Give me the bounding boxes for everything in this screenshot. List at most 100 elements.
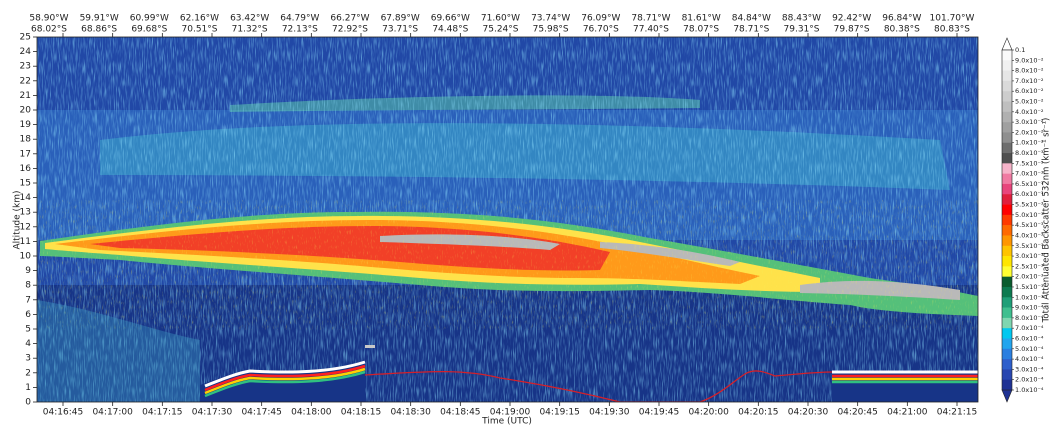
y-tick-label: 5 — [25, 325, 31, 335]
colorbar-tick-label: 1.0x10⁻³ — [1015, 293, 1044, 301]
colorbar-tick-label: 9.0x10⁻⁴ — [1015, 304, 1044, 312]
colorbar-segment — [1002, 163, 1012, 174]
colorbar-tick-label: 2.0x10⁻⁴ — [1015, 376, 1044, 384]
colorbar-segment — [1002, 245, 1012, 257]
colorbar-tick-label: 6.0x10⁻² — [1015, 87, 1044, 95]
x-tick-label: 04:18:30 — [390, 408, 431, 418]
y-tick-label: 13 — [20, 208, 31, 218]
y-tick-label: 10 — [20, 252, 32, 262]
top-lat-label: 72.13°S — [282, 25, 318, 35]
y-tick-label: 7 — [25, 295, 31, 305]
colorbar-top-arrow — [1001, 37, 1013, 51]
x-tick-label: 04:20:15 — [738, 408, 778, 418]
colorbar-tick-label: 5.0x10⁻² — [1015, 98, 1044, 106]
colorbar-segment — [1002, 369, 1012, 380]
y-tick-label: 14 — [20, 193, 32, 203]
colorbar-tick-label: 2.0x10⁻² — [1015, 128, 1044, 136]
backscatter-field — [37, 37, 978, 402]
colorbar-segment — [1002, 338, 1012, 350]
y-tick-label: 11 — [20, 237, 31, 247]
x-tick-label: 04:19:00 — [490, 408, 531, 418]
colorbar-tick-label: 7.0x10⁻² — [1015, 77, 1044, 85]
colorbar-tick-label: 4.0x10⁻² — [1015, 108, 1044, 116]
top-lat-label: 80.38°S — [884, 25, 920, 35]
colorbar-tick-label: 3.5x10⁻³ — [1015, 242, 1044, 250]
top-lon-label: 92.42°W — [832, 14, 871, 24]
colorbar-label: Total Attenuated Backscatter 532nm (km⁻¹… — [1042, 118, 1052, 324]
x-tick-label: 04:21:00 — [887, 408, 928, 418]
colorbar-tick-label: 2.5x10⁻³ — [1015, 262, 1044, 270]
colorbar-segment — [1002, 142, 1012, 154]
y-tick-label: 24 — [20, 47, 32, 57]
top-lon-label: 60.99°W — [130, 14, 169, 24]
colorbar-segment — [1002, 225, 1012, 236]
top-lat-label: 69.68°S — [131, 25, 167, 35]
colorbar-segment — [1002, 297, 1012, 308]
colorbar-segment — [1002, 111, 1012, 123]
colorbar-tick-label: 8.0x10⁻² — [1015, 67, 1044, 75]
y-tick-label: 8 — [25, 281, 31, 291]
colorbar-frame — [1001, 49, 1013, 391]
colorbar-tick-label: 8.0x10⁻³ — [1015, 149, 1044, 157]
x-tick-label: 04:21:15 — [937, 408, 977, 418]
x-tick-label: 04:20:00 — [688, 408, 729, 418]
y-axis-label: Altitude (km) — [13, 190, 23, 249]
colorbar-tick-label: 6.5x10⁻³ — [1015, 180, 1044, 188]
top-lon-label: 88.43°W — [782, 14, 821, 24]
colorbar-segment — [1002, 132, 1012, 144]
y-tick-label: 2 — [25, 368, 31, 378]
colorbar-segment — [1002, 101, 1012, 113]
x-tick-label: 04:17:45 — [241, 408, 281, 418]
y-tick-label: 17 — [20, 149, 31, 159]
top-lat-label: 71.32°S — [232, 25, 268, 35]
y-tick-label: 21 — [20, 91, 31, 101]
top-lon-label: 76.09°W — [581, 14, 620, 24]
top-lat-label: 74.48°S — [432, 25, 468, 35]
top-lon-label: 78.71°W — [631, 14, 670, 24]
top-lat-label: 73.71°S — [382, 25, 418, 35]
colorbar: 0.1 9.0x10⁻² 8.0x10⁻² 7.0x10⁻² 6.0x10⁻² 5.0x1… — [1001, 37, 1044, 403]
colorbar-tick-label: 7.5x10⁻³ — [1015, 159, 1044, 167]
y-tick-label: 18 — [20, 135, 32, 145]
x-tick-label: 04:18:15 — [341, 408, 381, 418]
top-lon-label: 59.91°W — [80, 14, 119, 24]
colorbar-tick-label: 2.0x10⁻³ — [1015, 273, 1044, 281]
colorbar-segment — [1002, 276, 1012, 288]
colorbar-tick-label: 7.0x10⁻⁴ — [1015, 324, 1044, 332]
x-tick-label: 04:17:00 — [92, 408, 133, 418]
colorbar-tick-label: 5.5x10⁻³ — [1015, 201, 1044, 209]
top-lon-label: 73.74°W — [531, 14, 570, 24]
y-tick-label: 23 — [20, 62, 31, 72]
top-lat-label: 77.40°S — [633, 25, 669, 35]
cloud-noise — [37, 200, 978, 330]
colorbar-segment — [1002, 194, 1012, 205]
y-tick-label: 0 — [25, 398, 31, 408]
colorbar-tick-label: 3.0x10⁻⁴ — [1015, 365, 1044, 373]
surface-green — [204, 370, 366, 398]
top-lon-label: 81.61°W — [682, 14, 721, 24]
top-lat-label: 68.02°S — [31, 25, 67, 35]
colorbar-tick-label: 9.0x10⁻² — [1015, 56, 1044, 64]
x-tick-label: 04:18:00 — [291, 408, 332, 418]
top-lat-label: 70.51°S — [182, 25, 218, 35]
y-tick-label: 25 — [20, 33, 31, 43]
top-lon-label: 67.89°W — [381, 14, 420, 24]
colorbar-tick-label: 1.5x10⁻³ — [1015, 283, 1044, 291]
colorbar-segment — [1002, 328, 1012, 339]
y-tick-label: 22 — [20, 76, 31, 86]
colorbar-segment — [1002, 214, 1012, 226]
top-lon-label: 63.42°W — [230, 14, 269, 24]
x-tick-label: 04:19:30 — [589, 408, 630, 418]
y-tick-label: 9 — [25, 266, 31, 276]
colorbar-tick-label: 4.0x10⁻⁴ — [1015, 355, 1044, 363]
colorbar-segment — [1002, 183, 1012, 195]
colorbar-tick-label: 4.0x10⁻³ — [1015, 231, 1044, 239]
y-tick-label: 1 — [25, 383, 31, 393]
top-lon-label: 64.79°W — [280, 14, 319, 24]
colorbar-segment — [1002, 70, 1012, 82]
top-lat-label: 79.87°S — [834, 25, 870, 35]
colorbar-segment — [1002, 204, 1012, 216]
x-tick-label: 04:19:45 — [639, 408, 679, 418]
x-tick-label: 04:20:30 — [788, 408, 829, 418]
colorbar-tick-label: 5.0x10⁻³ — [1015, 211, 1044, 219]
